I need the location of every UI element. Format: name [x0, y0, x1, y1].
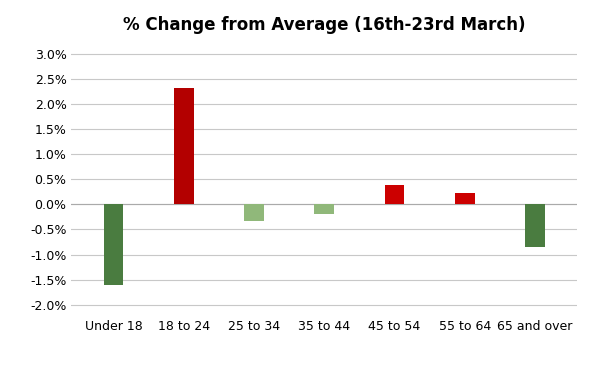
Bar: [455, 193, 475, 205]
Bar: [244, 205, 264, 221]
Title: % Change from Average (16th-23rd March): % Change from Average (16th-23rd March): [123, 16, 525, 34]
Bar: [104, 205, 123, 285]
Bar: [174, 87, 193, 205]
Bar: [314, 205, 334, 214]
Bar: [385, 185, 405, 205]
Bar: [525, 205, 545, 247]
